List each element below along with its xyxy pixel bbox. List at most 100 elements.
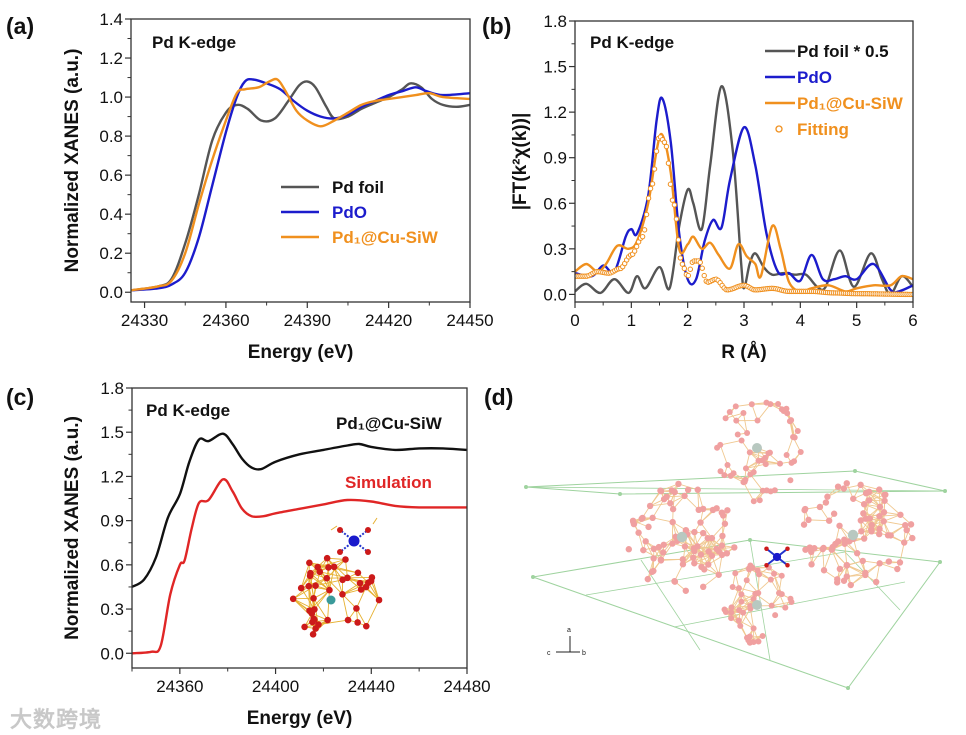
bond <box>708 535 723 552</box>
oxygen-atom <box>337 527 343 533</box>
fitting-data-point <box>701 272 707 279</box>
bond <box>347 577 369 584</box>
x-tick-label: 3 <box>739 311 748 330</box>
oxygen-atom <box>777 460 784 467</box>
oxygen-atom <box>669 505 677 513</box>
oxygen-atom <box>362 622 370 630</box>
series-line-pd-cu-siw <box>575 132 913 293</box>
bond <box>697 489 700 510</box>
bond <box>334 566 359 574</box>
fitting-data-point <box>663 143 670 150</box>
oxygen-atom <box>836 565 844 573</box>
oxygen-atom <box>635 529 642 536</box>
legend-label: Fitting <box>797 120 849 139</box>
panel-label-b: (b) <box>482 13 511 39</box>
oxygen-atom <box>750 625 757 632</box>
oxygen-atom <box>306 572 314 580</box>
oxygen-atom <box>780 408 787 415</box>
y-axis-title: Normalized XANES (a.u.) <box>62 49 83 273</box>
oxygen-atom <box>735 585 742 592</box>
oxygen-atom <box>901 539 908 546</box>
oxygen-atom <box>309 618 316 626</box>
oxygen-atom <box>669 518 676 526</box>
fitting-data-point <box>633 243 640 250</box>
crystal-structure-panel: a b c <box>524 399 947 690</box>
fitting-data-point <box>687 266 694 272</box>
bond <box>330 525 338 531</box>
oxygen-atom <box>767 401 774 408</box>
bond <box>342 593 357 609</box>
fitting-data-point <box>649 181 656 187</box>
oxygen-atom <box>824 493 831 500</box>
axis-label-b: b <box>582 650 586 657</box>
oxygen-atom <box>876 513 883 520</box>
oxygen-atom <box>353 605 360 612</box>
oxygen-atom <box>729 584 736 591</box>
oxygen-atom <box>834 483 842 490</box>
chart-title: Pd K-edge <box>152 33 236 52</box>
oxygen-atom <box>342 556 349 563</box>
oxygen-atom <box>811 545 818 552</box>
oxygen-atom <box>732 570 739 577</box>
oxygen-atom <box>759 632 766 639</box>
fitting-data-point <box>699 265 705 271</box>
oxygen-atom <box>694 486 701 493</box>
silicon-atom <box>326 595 336 605</box>
oxygen-atom <box>324 616 331 624</box>
oxygen-atom <box>772 612 779 619</box>
oxygen-atom <box>876 486 883 493</box>
lattice-line <box>673 581 906 628</box>
y-tick-label: 1.2 <box>100 467 124 486</box>
x-axis-title: R (Å) <box>721 342 766 363</box>
legend-label: Pd₁@Cu-SiW <box>332 228 439 247</box>
oxygen-atom <box>791 458 798 465</box>
x-tick-label: 24400 <box>252 677 299 696</box>
bond <box>749 608 755 629</box>
oxygen-atom <box>735 617 742 624</box>
oxygen-atom <box>744 429 751 436</box>
oxygen-atom <box>660 549 667 556</box>
molecular-structure-inset <box>289 517 383 638</box>
oxygen-atom <box>876 503 884 511</box>
oxygen-atom <box>354 569 362 577</box>
oxygen-atom <box>701 566 708 573</box>
series-line-simulation <box>132 478 467 655</box>
oxygen-atom <box>860 500 868 508</box>
oxygen-atom <box>866 515 874 522</box>
oxygen-atom <box>705 548 712 555</box>
y-tick-label: 0.0 <box>543 285 567 304</box>
bond <box>647 558 655 580</box>
watermark: 大数跨境 <box>10 707 103 732</box>
oxygen-atom <box>368 574 376 581</box>
oxygen-atom <box>660 495 668 503</box>
oxygen-atom <box>907 521 915 528</box>
bond <box>711 555 720 575</box>
bond <box>719 444 728 466</box>
oxygen-atom <box>717 468 724 475</box>
bond <box>883 520 906 526</box>
oxygen-atom <box>650 555 657 562</box>
y-tick-label: 1.2 <box>543 103 567 122</box>
oxygen-atom <box>323 554 331 562</box>
oxygen-atom <box>715 571 722 578</box>
fitting-data-point <box>665 160 672 166</box>
bond <box>742 612 754 629</box>
y-tick-label: 1.8 <box>100 379 124 398</box>
oxygen-atom <box>788 598 795 605</box>
bond <box>356 608 367 627</box>
bond <box>342 582 361 595</box>
oxygen-atom <box>862 571 869 579</box>
oxygen-atom <box>860 535 868 542</box>
oxygen-atom <box>691 547 698 555</box>
y-tick-label: 0.3 <box>543 240 567 259</box>
oxygen-atom <box>681 543 689 550</box>
y-tick-label: 0.9 <box>543 149 567 168</box>
oxygen-atom <box>766 449 773 456</box>
oxygen-atom <box>865 488 873 496</box>
oxygen-atom <box>717 441 724 448</box>
oxygen-atom <box>684 486 692 494</box>
series-line-pdo <box>131 78 470 292</box>
bond <box>365 599 380 627</box>
oxygen-atom <box>667 500 674 507</box>
oxygen-atom <box>734 431 741 438</box>
